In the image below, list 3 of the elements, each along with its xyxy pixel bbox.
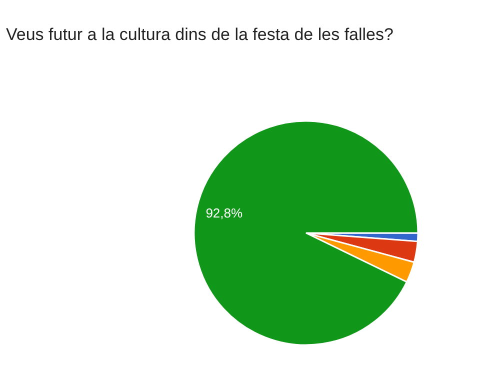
data-label: 92,8% <box>206 206 244 221</box>
chart-title: Veus futur a la cultura dins de la festa de les falles? <box>6 25 394 44</box>
pie-slice <box>193 120 419 346</box>
